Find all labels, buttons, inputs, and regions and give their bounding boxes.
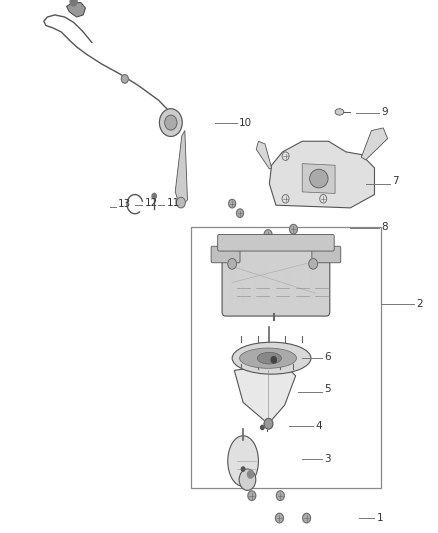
Ellipse shape xyxy=(232,342,311,374)
Circle shape xyxy=(70,0,77,6)
Circle shape xyxy=(271,357,276,363)
Circle shape xyxy=(264,230,272,239)
Ellipse shape xyxy=(239,469,256,490)
Circle shape xyxy=(283,236,291,246)
Text: 8: 8 xyxy=(381,222,388,231)
Polygon shape xyxy=(302,164,335,193)
Ellipse shape xyxy=(240,348,297,368)
Circle shape xyxy=(276,491,284,500)
Circle shape xyxy=(241,467,245,471)
Circle shape xyxy=(320,195,327,203)
Circle shape xyxy=(247,471,254,478)
Circle shape xyxy=(159,109,182,136)
Circle shape xyxy=(248,491,256,500)
Text: 5: 5 xyxy=(324,384,331,394)
Polygon shape xyxy=(361,128,388,160)
Polygon shape xyxy=(175,131,187,204)
Circle shape xyxy=(290,224,297,234)
Text: 4: 4 xyxy=(315,422,322,431)
Text: 11: 11 xyxy=(166,198,180,207)
Polygon shape xyxy=(256,141,272,169)
Circle shape xyxy=(121,75,128,83)
Text: 10: 10 xyxy=(239,118,252,127)
FancyBboxPatch shape xyxy=(218,235,334,251)
Polygon shape xyxy=(67,3,85,17)
Text: 2: 2 xyxy=(416,299,423,309)
Text: 7: 7 xyxy=(392,176,399,186)
Text: 9: 9 xyxy=(381,107,388,117)
Circle shape xyxy=(229,199,236,208)
Text: 13: 13 xyxy=(118,199,131,209)
Circle shape xyxy=(177,197,185,208)
Polygon shape xyxy=(234,369,296,423)
Ellipse shape xyxy=(310,169,328,188)
Circle shape xyxy=(282,195,289,203)
Text: 1: 1 xyxy=(377,513,383,523)
Circle shape xyxy=(165,115,177,130)
Circle shape xyxy=(237,209,244,217)
Circle shape xyxy=(309,259,318,269)
FancyBboxPatch shape xyxy=(312,246,341,263)
Ellipse shape xyxy=(228,436,258,486)
Circle shape xyxy=(276,513,283,523)
Bar xyxy=(191,227,381,488)
FancyBboxPatch shape xyxy=(211,246,240,263)
Text: 3: 3 xyxy=(324,455,331,464)
Circle shape xyxy=(261,425,264,430)
Circle shape xyxy=(152,193,156,199)
Circle shape xyxy=(228,259,237,269)
Circle shape xyxy=(303,513,311,523)
Circle shape xyxy=(264,418,273,429)
Ellipse shape xyxy=(257,352,281,364)
Ellipse shape xyxy=(335,109,344,115)
Text: 12: 12 xyxy=(145,198,158,207)
FancyBboxPatch shape xyxy=(222,238,330,316)
Circle shape xyxy=(282,152,289,160)
Text: 6: 6 xyxy=(324,352,331,362)
Polygon shape xyxy=(269,141,374,208)
